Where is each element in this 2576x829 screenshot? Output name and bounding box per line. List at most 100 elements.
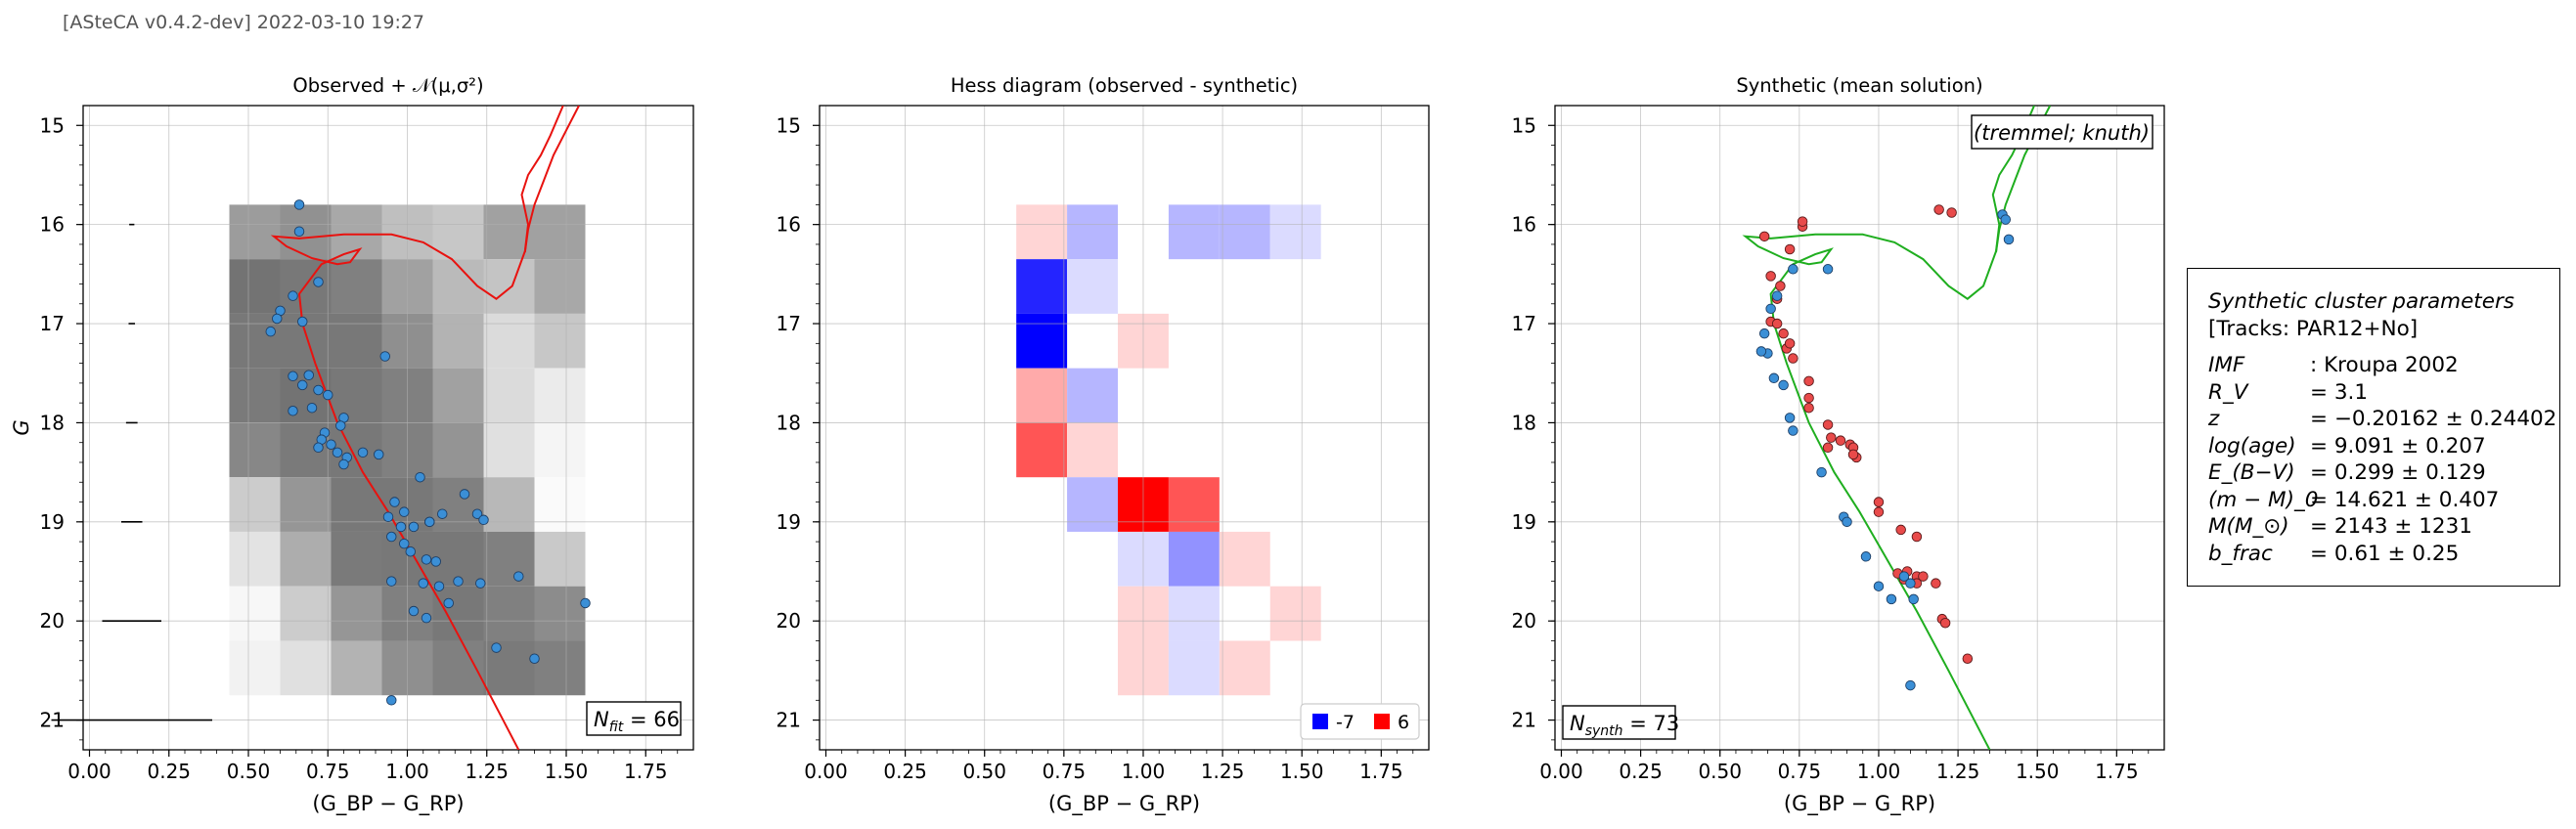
- y-tick-label: 19: [777, 510, 801, 534]
- observed-star: [288, 371, 298, 382]
- binary-star: [1873, 506, 1885, 517]
- hess-cell: [229, 259, 281, 314]
- hess-cell: [483, 640, 535, 696]
- param-value: = 14.621 ± 0.407: [2310, 487, 2500, 512]
- hess-cell: [432, 313, 484, 369]
- hess-cell: [534, 422, 586, 478]
- observed-star: [288, 406, 298, 416]
- y-tick-label: 16: [40, 213, 65, 237]
- param-label: R_V: [2208, 379, 2248, 405]
- hess-cell: [280, 531, 332, 587]
- hess-cell: [1219, 531, 1270, 587]
- y-tick-label: 19: [1512, 510, 1536, 534]
- hess-cell: [331, 368, 382, 423]
- binary-star: [1803, 392, 1814, 404]
- binary-star: [1771, 318, 1783, 329]
- binary-star: [1895, 524, 1906, 536]
- binary-star: [1931, 578, 1941, 589]
- observed-star: [323, 389, 333, 401]
- observed-star: [288, 290, 298, 301]
- y-tick-label: 18: [777, 411, 801, 434]
- binary-star: [1918, 571, 1929, 582]
- binary-star: [1788, 353, 1799, 364]
- single-star: [1778, 379, 1789, 391]
- hess-cell: [432, 368, 484, 423]
- single-star: [1886, 593, 1897, 605]
- x-tick-label: 1.25: [1201, 760, 1245, 783]
- single-star: [1765, 303, 1776, 315]
- hess-cell: [229, 368, 281, 423]
- y-tick-label: 19: [40, 510, 65, 534]
- observed-star: [580, 597, 591, 609]
- x-tick-label: 1.50: [545, 760, 589, 783]
- hess-cell: [483, 259, 535, 314]
- x-tick-label: 0.25: [1619, 760, 1663, 783]
- observed-star: [437, 508, 448, 519]
- single-star: [1816, 466, 1827, 478]
- observed-star: [297, 379, 308, 391]
- binary-star: [1758, 231, 1770, 242]
- observed-star: [421, 554, 432, 565]
- hess-cell: [1067, 259, 1119, 314]
- x-tick-label: 1.25: [465, 760, 509, 783]
- param-label: E_(B−V): [2208, 460, 2295, 485]
- param-value: = 9.091 ± 0.207: [2310, 433, 2486, 458]
- y-tick-label: 21: [1512, 709, 1536, 732]
- x-tick-label: 1.50: [1280, 760, 1324, 783]
- hess-cell: [331, 586, 382, 641]
- isochrone-line: [523, 106, 580, 253]
- observed-star: [459, 489, 470, 500]
- observed-star: [386, 576, 397, 587]
- observed-star: [335, 420, 346, 431]
- observed-star: [418, 578, 429, 589]
- figure: 0.00 0.25 0.50 0.75 1.00 1.25 1.50 1.75 15 16 17 18…: [10, 74, 2165, 816]
- y-tick-label: 17: [40, 312, 65, 335]
- x-axis-label: (G_BP − G_RP): [1784, 792, 1935, 816]
- param-label: z: [2208, 407, 2220, 431]
- single-star: [1842, 516, 1852, 528]
- hess-cell: [1219, 640, 1270, 696]
- hess-cell: [331, 640, 382, 696]
- hess-cell: [229, 313, 281, 369]
- hess-cell: [534, 640, 586, 696]
- x-tick-label: 1.00: [385, 760, 429, 783]
- params-tracks: [Tracks: PAR12+No]: [2208, 316, 2419, 341]
- param-label: b_frac: [2208, 541, 2273, 566]
- param-value: = −0.20162 ± 0.24402: [2310, 407, 2557, 431]
- single-star: [1788, 425, 1799, 436]
- y-tick-label: 17: [1512, 312, 1536, 335]
- x-tick-label: 0.75: [1778, 760, 1822, 783]
- binary-star: [1822, 442, 1834, 454]
- legend-swatch: [1312, 714, 1328, 729]
- hess-cell: [1067, 368, 1119, 423]
- hess-cell: [229, 586, 281, 641]
- hess-cell: [331, 259, 382, 314]
- isochrone-group: [270, 106, 580, 750]
- hess-cell: [1016, 204, 1068, 260]
- param-row: log(age) = 9.091 ± 0.207: [2208, 433, 2559, 460]
- binary-star: [1822, 419, 1834, 430]
- single-star: [2003, 234, 2015, 245]
- single-star: [1908, 593, 1919, 605]
- observed-star: [265, 326, 277, 337]
- observed-star: [415, 471, 425, 483]
- hess-cell: [1168, 640, 1220, 696]
- single-star: [1768, 372, 1780, 384]
- y-tick-label: 17: [777, 312, 801, 335]
- hess-cell: [483, 477, 535, 532]
- synthetic-panel: 0.00 0.25 0.50 0.75 1.00 1.25 1.50 1.75 15 16 17 18…: [1512, 74, 2165, 816]
- hess-cell: [483, 586, 535, 641]
- binary-star: [1847, 449, 1859, 460]
- observed-star: [405, 545, 417, 557]
- hess-cell: [331, 531, 382, 587]
- hess-cell: [1067, 422, 1119, 478]
- observed-star: [478, 514, 489, 526]
- param-row: R_V = 3.1: [2208, 379, 2559, 407]
- param-label: M(M_⊙): [2208, 514, 2289, 539]
- x-tick-label: 0.50: [227, 760, 271, 783]
- x-tick-label: 1.75: [624, 760, 668, 783]
- method-tag: (tremmel; knuth): [1974, 121, 2150, 145]
- single-star: [1784, 413, 1796, 423]
- param-value: = 3.1: [2310, 379, 2369, 405]
- observed-star: [338, 458, 349, 470]
